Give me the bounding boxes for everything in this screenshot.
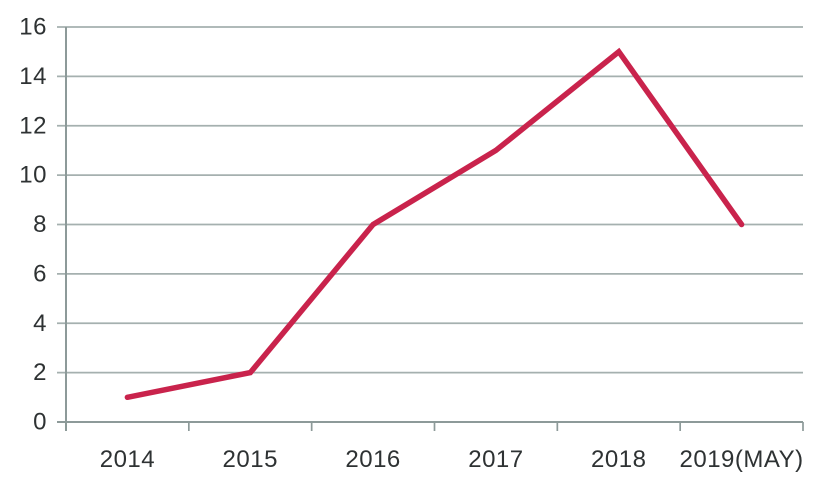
- x-tick-label: 2019(MAY): [680, 446, 804, 473]
- y-tick-label: 12: [19, 112, 47, 139]
- y-tick-label: 2: [33, 359, 47, 386]
- y-tick-label: 14: [19, 63, 47, 90]
- x-tick-label: 2015: [223, 446, 278, 473]
- x-tick-label: 2017: [468, 446, 523, 473]
- y-tick-label: 16: [19, 14, 47, 41]
- data-line-series: [124, 47, 745, 401]
- y-tick-label: 6: [33, 260, 47, 287]
- x-tick-label: 2016: [345, 446, 400, 473]
- x-tick-label: 2018: [591, 446, 646, 473]
- y-tick-label: 4: [33, 310, 47, 337]
- y-tick-label: 0: [33, 409, 47, 436]
- x-tick-label: 2014: [100, 446, 155, 473]
- y-tick-label: 8: [33, 211, 47, 238]
- y-tick-label: 10: [19, 162, 47, 189]
